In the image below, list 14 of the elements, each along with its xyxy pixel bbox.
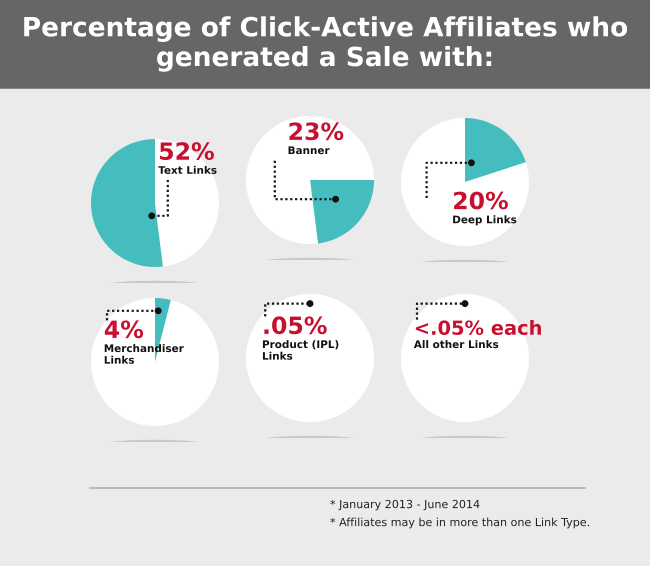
slice-label: Deep Links — [453, 215, 516, 226]
data-label: 20% — [454, 192, 508, 210]
data-label: 23% — [289, 122, 344, 140]
data-label: .05% — [264, 316, 327, 334]
slice-label: All other Links — [414, 340, 498, 348]
slice-label: Banner — [288, 146, 330, 154]
data-label: 4% — [104, 320, 144, 338]
slice-label: Product (IPL) Links — [262, 340, 338, 360]
slice-label: Text Links — [158, 166, 217, 174]
text: * Affiliates may be in more than one Link Type. — [330, 518, 589, 528]
data-label: <.05% each — [416, 320, 541, 336]
text: Percentage of Click-Active Affiliates who generated a Sale with: — [24, 16, 628, 72]
data-label: 52% — [160, 142, 214, 160]
text: * January 2013 - June 2014 — [330, 500, 480, 510]
